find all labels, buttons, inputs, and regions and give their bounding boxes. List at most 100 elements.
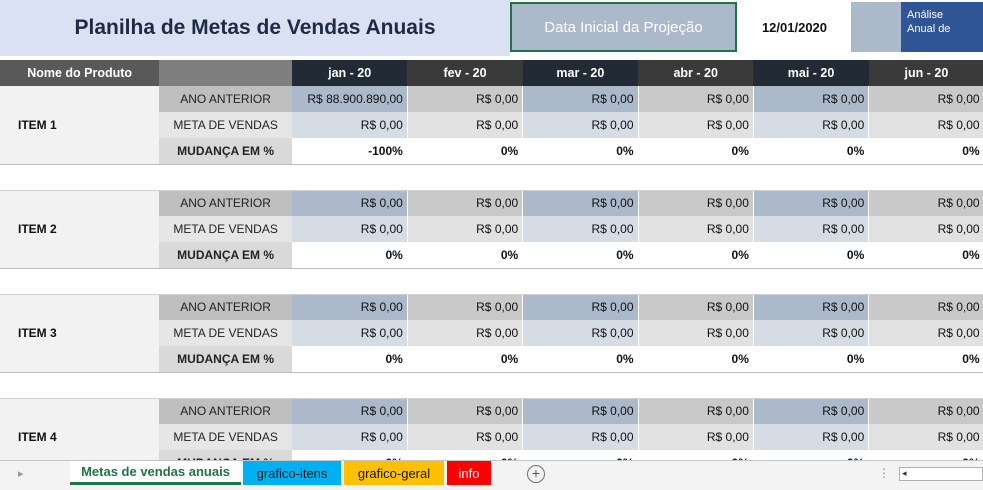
value-cell[interactable]: R$ 0,00	[753, 294, 870, 320]
value-cell[interactable]: R$ 0,00	[753, 320, 870, 346]
value-cell[interactable]: 0%	[291, 346, 408, 373]
more-options-icon[interactable]: ⋮	[878, 466, 890, 480]
blank-header-cell[interactable]	[851, 2, 901, 52]
value-cell[interactable]: R$ 0,00	[638, 112, 754, 138]
value-cell[interactable]: 0%	[638, 450, 754, 460]
value-cell[interactable]: R$ 0,00	[868, 216, 983, 242]
annual-analysis-button[interactable]: Análise Anual de	[901, 2, 983, 52]
value-cell[interactable]: R$ 0,00	[753, 216, 870, 242]
value-cell[interactable]: R$ 0,00	[638, 216, 754, 242]
row-label-cell[interactable]: MUDANÇA EM %	[159, 242, 292, 269]
value-cell[interactable]: 0%	[753, 346, 870, 373]
empty-cell[interactable]	[0, 163, 983, 191]
value-cell[interactable]: R$ 0,00	[407, 398, 524, 424]
month-header[interactable]: fev - 20	[407, 60, 523, 86]
value-cell[interactable]: 0%	[868, 346, 983, 373]
row-label-cell[interactable]: ANO ANTERIOR	[159, 86, 292, 112]
sheet-nav-arrow-icon[interactable]: ▸	[18, 468, 24, 480]
value-cell[interactable]: 0%	[868, 450, 983, 460]
value-cell[interactable]: 0%	[753, 450, 870, 460]
value-cell[interactable]: R$ 0,00	[868, 294, 983, 320]
tab-info[interactable]: info	[447, 461, 491, 485]
month-header[interactable]: jun - 20	[868, 60, 983, 86]
value-cell[interactable]: R$ 0,00	[868, 190, 983, 216]
value-cell[interactable]: R$ 0,00	[753, 86, 870, 112]
horizontal-scrollbar[interactable]: ◂	[899, 467, 983, 481]
value-cell[interactable]: 0%	[407, 346, 524, 373]
value-cell[interactable]: 0%	[407, 242, 524, 269]
value-cell[interactable]: R$ 0,00	[407, 424, 524, 450]
value-cell[interactable]: R$ 0,00	[291, 190, 408, 216]
value-cell[interactable]: -100%	[291, 138, 408, 165]
row-label-cell[interactable]: ANO ANTERIOR	[159, 190, 292, 216]
value-cell[interactable]: R$ 0,00	[407, 320, 524, 346]
value-cell[interactable]: 0%	[407, 450, 524, 460]
value-cell[interactable]: R$ 0,00	[868, 398, 983, 424]
product-name-cell[interactable]: ITEM 3	[0, 294, 160, 373]
value-cell[interactable]: 0%	[753, 242, 870, 269]
add-sheet-icon[interactable]: +	[527, 465, 545, 483]
row-label-cell[interactable]: MUDANÇA EM %	[159, 450, 292, 460]
value-cell[interactable]: R$ 0,00	[868, 424, 983, 450]
product-name-cell[interactable]: ITEM 2	[0, 190, 160, 269]
value-cell[interactable]: R$ 0,00	[291, 216, 408, 242]
value-cell[interactable]: 0%	[522, 138, 639, 165]
value-cell[interactable]: R$ 0,00	[638, 294, 754, 320]
value-cell[interactable]: R$ 0,00	[638, 424, 754, 450]
value-cell[interactable]: 0%	[868, 138, 983, 165]
date-label-cell[interactable]: Data Inicial da Projeção	[510, 2, 737, 52]
tab-metas-de-vendas-anuais[interactable]: Metas de vendas anuais	[70, 461, 241, 485]
row-label-cell[interactable]: META DE VENDAS	[159, 216, 292, 242]
product-name-cell[interactable]: ITEM 4	[0, 398, 160, 460]
value-cell[interactable]: R$ 0,00	[522, 190, 639, 216]
value-cell[interactable]: R$ 0,00	[522, 424, 639, 450]
value-cell[interactable]: R$ 0,00	[407, 216, 524, 242]
tab-grafico-geral[interactable]: grafico-geral	[344, 461, 444, 485]
value-cell[interactable]: R$ 0,00	[753, 112, 870, 138]
value-cell[interactable]: R$ 0,00	[753, 424, 870, 450]
value-cell[interactable]: R$ 0,00	[753, 190, 870, 216]
value-cell[interactable]: R$ 0,00	[522, 294, 639, 320]
row-label-cell[interactable]: META DE VENDAS	[159, 320, 292, 346]
product-name-header[interactable]: Nome do Produto	[0, 60, 160, 86]
value-cell[interactable]: R$ 0,00	[868, 112, 983, 138]
row-label-cell[interactable]: MUDANÇA EM %	[159, 346, 292, 373]
value-cell[interactable]: R$ 0,00	[291, 294, 408, 320]
empty-cell[interactable]	[0, 371, 983, 399]
row-label-cell[interactable]: META DE VENDAS	[159, 112, 292, 138]
value-cell[interactable]: R$ 0,00	[407, 190, 524, 216]
value-cell[interactable]: R$ 0,00	[638, 320, 754, 346]
value-cell[interactable]: R$ 0,00	[522, 398, 639, 424]
value-cell[interactable]: R$ 0,00	[407, 294, 524, 320]
row-label-header[interactable]	[159, 60, 292, 86]
value-cell[interactable]: R$ 0,00	[522, 320, 639, 346]
value-cell[interactable]: 0%	[522, 242, 639, 269]
value-cell[interactable]: 0%	[522, 450, 639, 460]
value-cell[interactable]: R$ 0,00	[522, 86, 639, 112]
value-cell[interactable]: R$ 0,00	[522, 112, 639, 138]
row-label-cell[interactable]: META DE VENDAS	[159, 424, 292, 450]
row-label-cell[interactable]: MUDANÇA EM %	[159, 138, 292, 165]
value-cell[interactable]: 0%	[638, 138, 754, 165]
month-header[interactable]: mai - 20	[753, 60, 869, 86]
value-cell[interactable]: R$ 0,00	[868, 320, 983, 346]
empty-cell[interactable]	[0, 267, 983, 295]
value-cell[interactable]: 0%	[291, 450, 408, 460]
month-header[interactable]: abr - 20	[638, 60, 754, 86]
value-cell[interactable]: 0%	[638, 346, 754, 373]
value-cell[interactable]: R$ 0,00	[753, 398, 870, 424]
value-cell[interactable]: R$ 0,00	[291, 320, 408, 346]
scroll-left-icon[interactable]: ◂	[902, 468, 907, 478]
value-cell[interactable]: 0%	[407, 138, 524, 165]
tab-grafico-itens[interactable]: grafico-itens	[243, 461, 341, 485]
value-cell[interactable]: R$ 0,00	[868, 86, 983, 112]
row-label-cell[interactable]: ANO ANTERIOR	[159, 294, 292, 320]
date-value-cell[interactable]: 12/01/2020	[738, 2, 851, 52]
value-cell[interactable]: R$ 0,00	[407, 112, 524, 138]
value-cell[interactable]: R$ 0,00	[291, 424, 408, 450]
value-cell[interactable]: 0%	[753, 138, 870, 165]
value-cell[interactable]: R$ 88.900.890,00	[291, 86, 408, 112]
value-cell[interactable]: R$ 0,00	[638, 190, 754, 216]
value-cell[interactable]: R$ 0,00	[291, 398, 408, 424]
value-cell[interactable]: R$ 0,00	[291, 112, 408, 138]
